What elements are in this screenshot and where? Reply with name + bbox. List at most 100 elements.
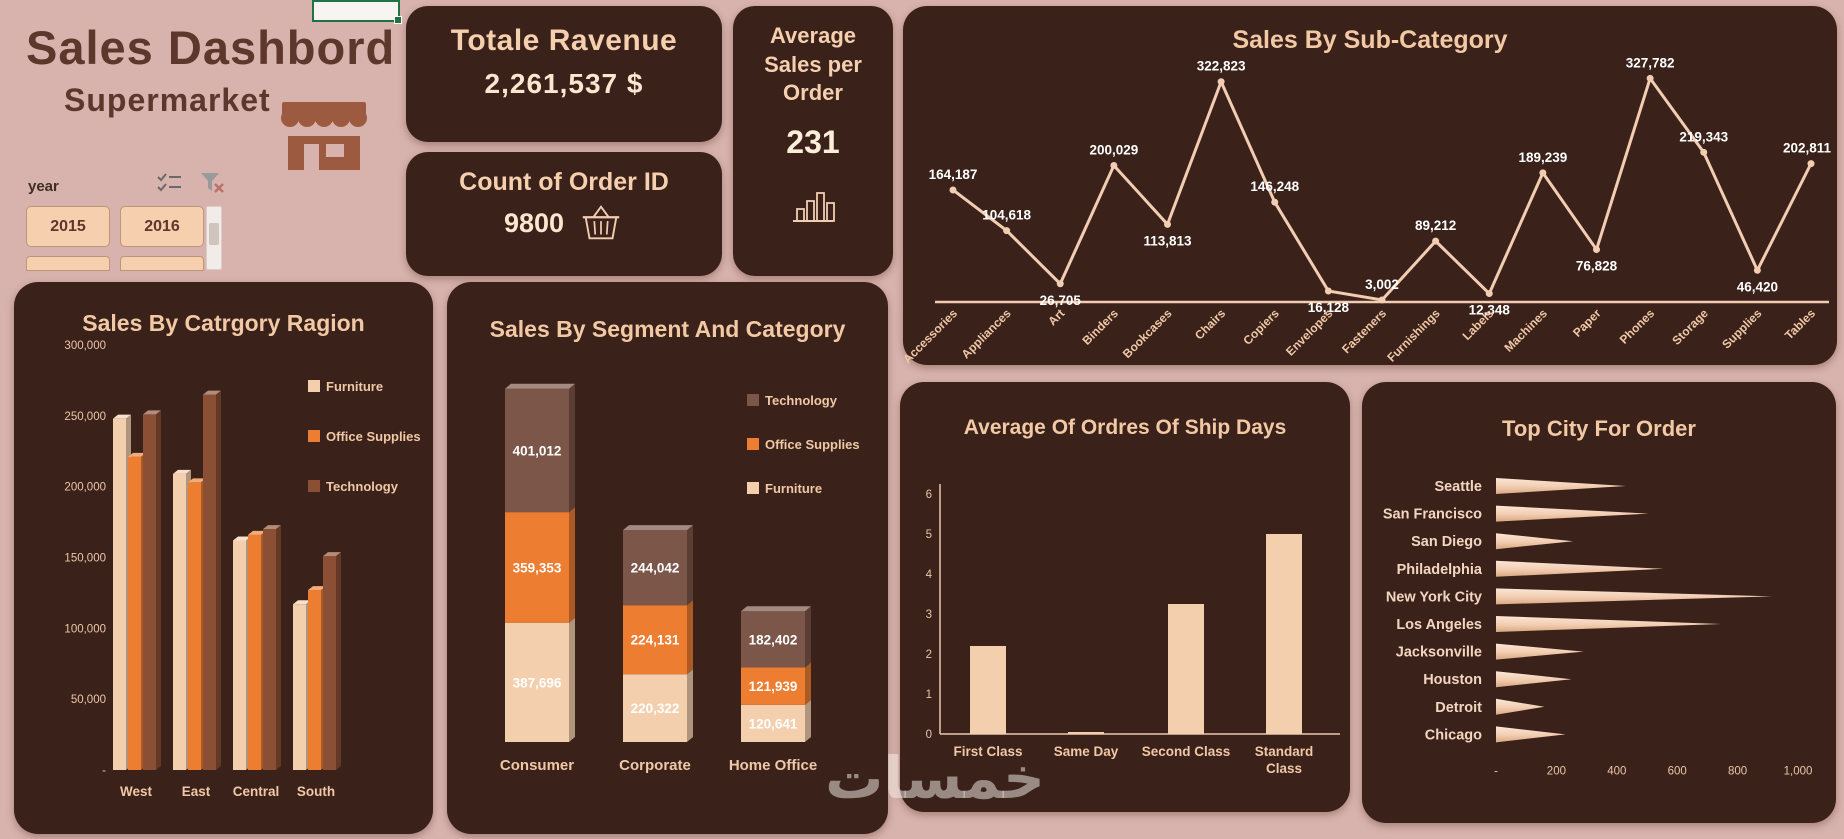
subcategory-chart-card: Sales By Sub-Category 164,187 Accessories… — [903, 6, 1837, 365]
svg-text:South: South — [297, 784, 335, 799]
svg-text:Los Angeles: Los Angeles — [1396, 617, 1482, 633]
svg-text:San Diego: San Diego — [1411, 534, 1482, 550]
svg-text:Storage: Storage — [1669, 306, 1711, 348]
svg-text:First Class: First Class — [953, 744, 1022, 759]
svg-text:387,696: 387,696 — [513, 675, 562, 690]
year-button-partial[interactable] — [26, 256, 110, 271]
year-slicer-label: year — [28, 178, 59, 195]
svg-text:Home Office: Home Office — [729, 757, 817, 774]
kpi-card-orders: Count of Order ID 9800 — [406, 152, 722, 276]
clear-filter-icon[interactable] — [200, 172, 226, 196]
region-chart-title: Sales By Catrgory Ragion — [82, 310, 365, 336]
svg-text:244,042: 244,042 — [631, 561, 680, 576]
svg-text:120,641: 120,641 — [749, 716, 798, 731]
svg-text:Central: Central — [233, 784, 280, 799]
svg-text:12,348: 12,348 — [1469, 303, 1511, 318]
svg-text:3: 3 — [926, 609, 932, 621]
svg-text:26,705: 26,705 — [1040, 293, 1082, 308]
svg-text:6: 6 — [926, 489, 932, 501]
segment-chart-card: Sales By Segment And Category 387,696 359… — [447, 282, 888, 834]
multiselect-icon[interactable] — [156, 172, 182, 194]
shipdays-chart-card: Average Of Ordres Of Ship Days 0 1 2 3 4 5 6 Fi… — [900, 382, 1350, 812]
svg-text:Class: Class — [1266, 761, 1302, 776]
svg-text:Tables: Tables — [1782, 306, 1818, 342]
svg-text:Furniture: Furniture — [326, 379, 383, 394]
svg-text:Furnishings: Furnishings — [1384, 306, 1443, 365]
svg-text:327,782: 327,782 — [1626, 55, 1675, 70]
svg-text:322,823: 322,823 — [1197, 59, 1246, 74]
topcity-chart-card: Top City For Order Seattle San Francisco S… — [1362, 382, 1836, 823]
revenue-value: 2,261,537 $ — [484, 68, 644, 99]
svg-text:Corporate: Corporate — [619, 757, 691, 774]
svg-text:300,000: 300,000 — [64, 340, 106, 352]
excel-active-cell[interactable] — [312, 0, 402, 24]
revenue-title: Totale Ravenue — [450, 24, 678, 57]
region-chart-card: Sales By Catrgory Ragion 300,000 250,000 2… — [14, 282, 433, 834]
svg-text:600: 600 — [1668, 765, 1687, 777]
svg-text:219,343: 219,343 — [1679, 129, 1728, 144]
topcity-funnel-chart: Seattle San Francisco San Diego Philadelphi… — [1383, 478, 1812, 777]
svg-text:200,000: 200,000 — [64, 482, 106, 494]
svg-text:113,813: 113,813 — [1143, 233, 1192, 248]
kpi-card-revenue: Totale Ravenue 2,261,537 $ — [406, 6, 722, 142]
svg-text:50,000: 50,000 — [71, 694, 106, 706]
scrollbar-thumb[interactable] — [209, 223, 219, 245]
kpi-card-average: Average Sales per Order 231 — [733, 6, 893, 276]
svg-text:Second Class: Second Class — [1142, 744, 1231, 759]
svg-text:Office Supplies: Office Supplies — [765, 437, 860, 452]
year-button-2015[interactable]: 2015 — [26, 206, 110, 247]
svg-text:401,012: 401,012 — [513, 443, 562, 458]
svg-text:164,187: 164,187 — [929, 167, 978, 182]
year-button-partial[interactable] — [120, 256, 204, 271]
svg-text:Technology: Technology — [765, 393, 838, 408]
average-value: 231 — [786, 123, 840, 160]
year-button-2016[interactable]: 2016 — [120, 206, 204, 247]
column-chart-icon — [793, 191, 835, 222]
svg-text:Bookcases: Bookcases — [1120, 306, 1175, 361]
svg-text:46,420: 46,420 — [1737, 279, 1778, 294]
slicer-scrollbar[interactable] — [206, 206, 222, 270]
svg-text:West: West — [120, 784, 153, 799]
svg-text:New York City: New York City — [1386, 589, 1482, 605]
region-bar-chart: 300,000 250,000 200,000 150,000 100,000 50,00… — [64, 340, 421, 799]
svg-text:Technology: Technology — [326, 479, 399, 494]
svg-text:Jacksonville: Jacksonville — [1396, 645, 1482, 661]
svg-text:220,322: 220,322 — [631, 701, 680, 716]
svg-text:Houston: Houston — [1423, 672, 1482, 688]
svg-text:-: - — [102, 765, 106, 777]
svg-text:189,239: 189,239 — [1518, 150, 1567, 165]
svg-text:76,828: 76,828 — [1576, 259, 1618, 274]
svg-text:Chicago: Chicago — [1425, 727, 1482, 743]
svg-text:16,128: 16,128 — [1308, 300, 1350, 315]
svg-text:East: East — [182, 784, 211, 799]
svg-text:Paper: Paper — [1570, 306, 1604, 340]
subcategory-line-chart: 164,187 Accessories 104,618 Appliances 26,70… — [903, 55, 1832, 365]
svg-text:Detroit: Detroit — [1435, 700, 1482, 716]
svg-text:Seattle: Seattle — [1434, 479, 1482, 495]
shipdays-chart-title: Average Of Ordres Of Ship Days — [963, 416, 1287, 439]
svg-text:Office Supplies: Office Supplies — [326, 429, 421, 444]
svg-text:Chairs: Chairs — [1192, 306, 1229, 343]
segment-stacked-chart: 387,696 359,353 401,012 Consumer 220,322 224,… — [500, 383, 860, 774]
svg-text:2: 2 — [926, 649, 932, 661]
svg-text:-: - — [1494, 765, 1498, 777]
svg-text:182,402: 182,402 — [749, 632, 798, 647]
svg-text:104,618: 104,618 — [982, 208, 1031, 223]
segment-chart-title: Sales By Segment And Category — [489, 316, 846, 342]
shipdays-bar-chart: 0 1 2 3 4 5 6 First Class Same Day Second Class St… — [926, 484, 1340, 776]
svg-text:0: 0 — [926, 729, 932, 741]
svg-text:150,000: 150,000 — [64, 553, 106, 565]
basket-icon — [582, 205, 620, 240]
svg-text:224,131: 224,131 — [631, 633, 680, 648]
svg-text:400: 400 — [1607, 765, 1626, 777]
svg-text:200,029: 200,029 — [1089, 143, 1138, 158]
svg-text:89,212: 89,212 — [1415, 218, 1456, 233]
svg-text:3,002: 3,002 — [1365, 277, 1399, 292]
svg-text:Standard: Standard — [1255, 744, 1314, 759]
subcategory-chart-title: Sales By Sub-Category — [1232, 26, 1508, 54]
svg-text:Supplies: Supplies — [1719, 306, 1764, 351]
svg-text:San Francisco: San Francisco — [1383, 507, 1482, 523]
svg-text:200: 200 — [1547, 765, 1566, 777]
svg-text:4: 4 — [926, 569, 933, 581]
